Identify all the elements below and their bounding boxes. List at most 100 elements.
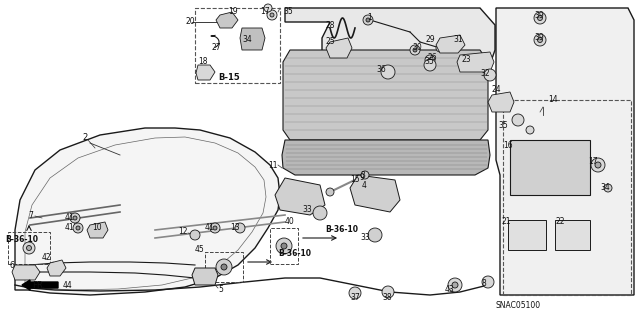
Text: 13: 13 [230, 224, 239, 233]
Text: 5: 5 [218, 286, 223, 294]
Circle shape [381, 65, 395, 79]
Text: 7: 7 [28, 211, 33, 219]
Text: 36: 36 [376, 65, 386, 75]
Circle shape [216, 259, 232, 275]
Circle shape [366, 18, 370, 22]
Circle shape [534, 34, 546, 46]
Text: FR.: FR. [32, 280, 45, 290]
Circle shape [482, 276, 494, 288]
Circle shape [281, 243, 287, 249]
Bar [205, 252, 243, 282]
Text: 43: 43 [445, 286, 455, 294]
Text: 45: 45 [195, 246, 205, 255]
Bar [195, 8, 280, 83]
Text: 17: 17 [588, 158, 598, 167]
Text: 41: 41 [65, 224, 75, 233]
Text: 38: 38 [382, 293, 392, 302]
Text: 25: 25 [325, 38, 335, 47]
Text: 14: 14 [548, 95, 557, 105]
Circle shape [526, 126, 534, 134]
Text: B-36-10: B-36-10 [325, 226, 358, 234]
Circle shape [484, 69, 496, 81]
Circle shape [538, 38, 543, 42]
Polygon shape [283, 50, 488, 140]
Circle shape [26, 246, 31, 250]
Circle shape [210, 223, 220, 233]
Circle shape [448, 278, 462, 292]
Polygon shape [326, 38, 352, 58]
Polygon shape [496, 8, 634, 295]
Bar [508, 220, 546, 250]
Text: 30: 30 [412, 43, 422, 53]
Text: 35: 35 [283, 6, 292, 16]
Text: 8: 8 [481, 279, 486, 288]
Circle shape [595, 162, 601, 168]
Text: 24: 24 [492, 85, 502, 94]
Circle shape [413, 48, 417, 52]
Circle shape [76, 226, 80, 230]
Circle shape [270, 13, 274, 17]
Text: 41: 41 [65, 213, 75, 222]
Bar [555, 220, 590, 250]
Text: 19: 19 [228, 6, 237, 16]
Text: B-36-10: B-36-10 [5, 235, 38, 244]
Text: 20: 20 [185, 18, 195, 26]
Text: 40: 40 [285, 218, 295, 226]
Text: 37: 37 [350, 293, 360, 302]
Circle shape [591, 158, 605, 172]
Circle shape [73, 223, 83, 233]
Text: 22: 22 [555, 218, 564, 226]
Text: 26: 26 [428, 54, 438, 63]
Circle shape [452, 282, 458, 288]
Bar [8, 232, 50, 264]
Text: 15: 15 [350, 175, 360, 184]
Polygon shape [196, 65, 215, 80]
Polygon shape [488, 92, 514, 112]
Text: 11: 11 [268, 160, 278, 169]
FancyArrow shape [22, 280, 58, 290]
Text: 33: 33 [302, 205, 312, 214]
Polygon shape [47, 260, 66, 276]
Text: 31: 31 [453, 35, 463, 44]
Text: 39: 39 [534, 11, 544, 19]
Circle shape [512, 114, 524, 126]
Text: 41: 41 [205, 224, 214, 233]
Polygon shape [275, 178, 325, 215]
Circle shape [213, 226, 217, 230]
Text: 2: 2 [82, 133, 87, 143]
Text: 4: 4 [362, 181, 367, 189]
Text: 16: 16 [503, 140, 513, 150]
Text: 32: 32 [480, 69, 490, 78]
Polygon shape [285, 8, 495, 95]
Bar [503, 100, 631, 295]
Circle shape [424, 59, 436, 71]
Text: 3: 3 [360, 170, 365, 180]
Text: 12: 12 [178, 227, 188, 236]
Text: 9: 9 [360, 174, 365, 182]
Text: 28: 28 [325, 20, 335, 29]
Text: 33: 33 [360, 234, 370, 242]
Circle shape [264, 4, 272, 12]
Circle shape [73, 216, 77, 220]
Polygon shape [282, 140, 490, 175]
Text: 1: 1 [367, 13, 372, 23]
Circle shape [267, 10, 277, 20]
Text: 23: 23 [461, 56, 470, 64]
Text: 29: 29 [425, 35, 435, 44]
Text: 18: 18 [198, 57, 207, 66]
Text: 44: 44 [63, 280, 73, 290]
Text: 6: 6 [10, 261, 15, 270]
Circle shape [361, 171, 369, 179]
Circle shape [425, 55, 435, 65]
Circle shape [363, 15, 373, 25]
Polygon shape [15, 128, 280, 295]
Circle shape [410, 45, 420, 55]
Circle shape [313, 206, 327, 220]
Polygon shape [192, 268, 218, 285]
Polygon shape [436, 35, 465, 53]
Circle shape [190, 230, 200, 240]
Circle shape [349, 287, 361, 299]
Text: 27: 27 [212, 43, 221, 53]
Text: B-36-10: B-36-10 [278, 249, 311, 257]
Circle shape [436, 44, 444, 52]
